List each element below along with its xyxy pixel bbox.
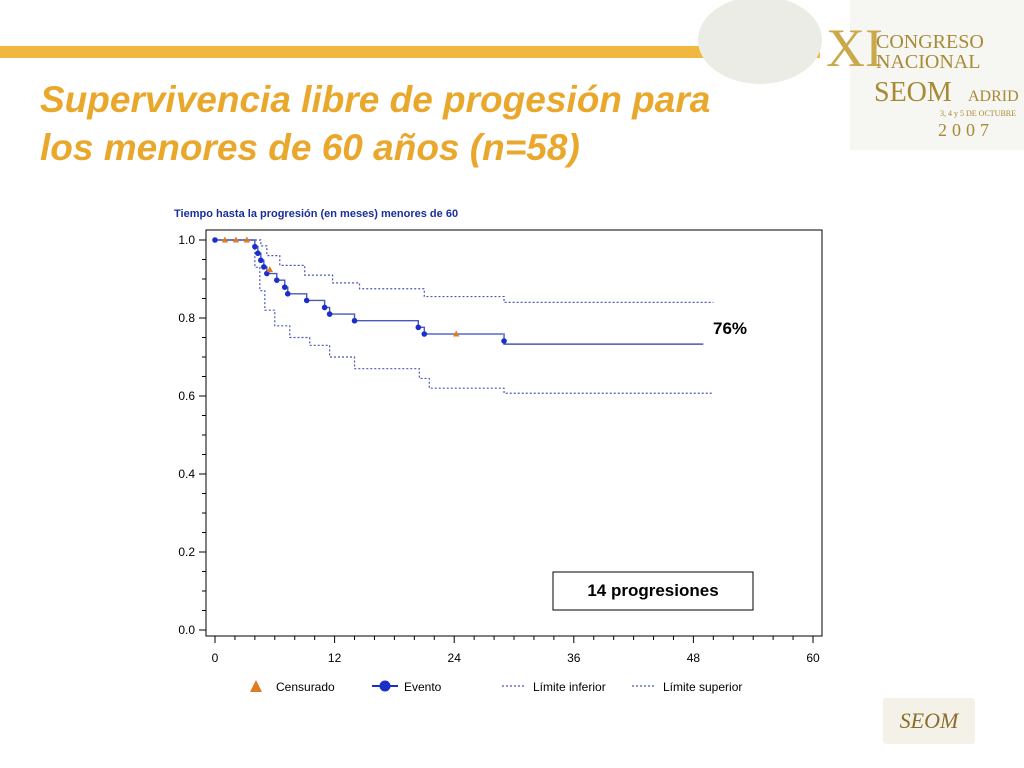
- legend-censored-label: Censurado: [276, 680, 335, 694]
- seom-logo: SEOM: [883, 698, 975, 744]
- x-tick-label: 0: [212, 651, 219, 665]
- legend-upper-label: Límite superior: [663, 680, 742, 694]
- logo-line-2: NACIONAL: [876, 51, 980, 73]
- logo-org: SEOM: [874, 77, 952, 108]
- y-tick-label: 1.0: [178, 233, 195, 247]
- event-marker: [281, 284, 288, 290]
- x-tick-label: 48: [687, 651, 701, 665]
- chart-body: Tiempo hasta la progresión (en meses) me…: [174, 208, 823, 694]
- seom-logo-text: SEOM: [900, 708, 960, 733]
- y-tick-label: 0.2: [178, 545, 195, 559]
- event-marker: [501, 338, 507, 344]
- event-marker: [284, 291, 291, 297]
- legend-lower-label: Límite inferior: [533, 680, 606, 694]
- slide-title: Supervivencia libre de progesión para lo…: [40, 76, 870, 172]
- y-tick-label: 0.8: [178, 311, 195, 325]
- progressions-label: 14 progresiones: [587, 581, 718, 600]
- chart-title: Tiempo hasta la progresión (en meses) me…: [174, 208, 458, 220]
- legend-censored-symbol: [250, 680, 262, 692]
- censored-marker: [243, 236, 251, 243]
- logo-year: 2007: [938, 120, 994, 140]
- x-tick-label: 24: [448, 651, 462, 665]
- x-tick-label: 60: [806, 651, 820, 665]
- event-marker: [421, 331, 428, 337]
- legend-event-label: Evento: [404, 680, 442, 694]
- progressions-box: [552, 571, 754, 611]
- km-chart: Tiempo hasta la progresión (en meses) me…: [174, 208, 823, 694]
- logo-city: ADRID: [968, 88, 1019, 105]
- logo-dates: 3, 4 y 5 DE OCTUBRE: [940, 109, 1016, 118]
- title-accent-bar: [0, 46, 820, 58]
- congress-logo: XI CONGRESO NACIONAL SEOM ADRID 3, 4 y 5…: [698, 0, 1024, 150]
- legend-event-symbol: [379, 680, 391, 692]
- slide-title-line-1: Supervivencia libre de progesión para: [40, 79, 711, 120]
- y-tick-label: 0.4: [178, 467, 195, 481]
- event-marker: [212, 237, 218, 243]
- y-tick-label: 0.6: [178, 389, 195, 403]
- event-marker: [321, 304, 328, 311]
- logo-background: [850, 0, 1024, 150]
- x-tick-label: 36: [567, 651, 581, 665]
- upper-limit-line: [215, 239, 714, 303]
- logo-numeral: XI: [826, 18, 883, 78]
- event-marker: [255, 250, 261, 257]
- slide-title-line-2: los menores de 60 años (n=58): [40, 127, 580, 168]
- event-marker: [326, 311, 333, 317]
- event-marker: [351, 317, 358, 324]
- censored-marker: [221, 236, 229, 243]
- logo-watermark: [698, 0, 822, 84]
- logo-line-1: CONGRESO: [876, 31, 984, 53]
- censored-marker: [266, 266, 274, 273]
- censored-marker: [232, 236, 240, 243]
- x-tick-label: 12: [328, 651, 342, 665]
- event-marker: [273, 277, 280, 283]
- lower-limit-line: [215, 239, 714, 394]
- y-tick-label: 0.0: [178, 623, 195, 637]
- censored-marker: [452, 330, 460, 337]
- event-marker: [303, 297, 310, 304]
- event-marker: [252, 243, 258, 250]
- survival-end-label: 76%: [713, 319, 747, 338]
- event-marker: [261, 264, 267, 270]
- event-marker: [415, 324, 422, 331]
- event-marker: [258, 257, 264, 264]
